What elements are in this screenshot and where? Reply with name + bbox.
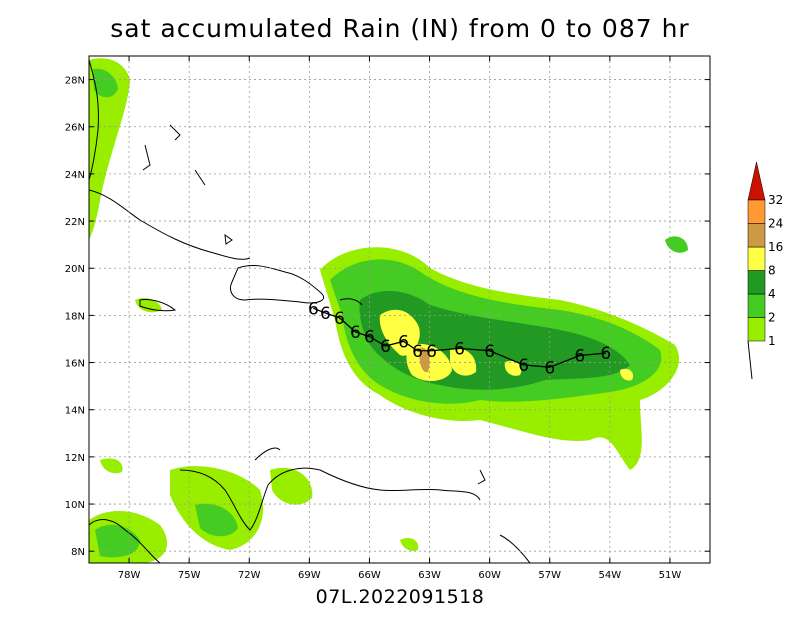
colorbar-label: 16 <box>768 240 783 254</box>
storm-symbol: 6 <box>544 358 555 378</box>
storm-symbol: 6 <box>320 304 331 324</box>
lon-label: 66W <box>358 570 381 581</box>
lon-label: 69W <box>298 570 321 581</box>
lat-label: 22N <box>65 217 85 228</box>
rain-swath <box>89 58 688 563</box>
track-line <box>313 307 606 368</box>
colorbar-label: 4 <box>768 287 776 301</box>
chart-title: sat accumulated Rain (IN) from 0 to 087 … <box>110 14 690 43</box>
axes: 28N 26N 24N 22N 20N 18N 16N 14N 12N 10N 8N 78W 75W 72… <box>65 56 710 581</box>
lon-label: 54W <box>599 570 622 581</box>
storm-symbol: 6 <box>574 346 585 366</box>
storm-symbol: 6 <box>398 332 409 352</box>
lon-label: 75W <box>178 570 201 581</box>
colorbar-segment <box>747 317 766 342</box>
colorbar-segment <box>747 270 766 295</box>
colorbar-label: 8 <box>768 264 776 278</box>
lat-label: 26N <box>65 123 85 134</box>
storm-symbol: 6 <box>308 299 319 319</box>
storm-symbol: 6 <box>364 328 375 348</box>
storm-symbol: 6 <box>454 339 465 359</box>
lat-label: 14N <box>65 406 85 417</box>
colorbar-segment <box>747 199 766 224</box>
lat-label: 24N <box>65 170 85 181</box>
storm-symbol: 6 <box>412 342 423 362</box>
lon-label: 63W <box>418 570 441 581</box>
lat-label: 20N <box>65 264 85 275</box>
plot-frame <box>88 55 711 564</box>
colorbar-label: 2 <box>768 311 776 325</box>
storm-symbol: 6 <box>600 344 611 364</box>
colorbar-tail <box>747 340 753 380</box>
colorbar-segment <box>747 223 766 248</box>
lon-label: 60W <box>478 570 501 581</box>
lon-label: 72W <box>238 570 261 581</box>
lon-label: 57W <box>538 570 561 581</box>
colorbar-segment <box>747 293 766 318</box>
lat-label: 8N <box>71 547 85 558</box>
storm-id-label: 07L.2022091518 <box>315 586 485 608</box>
lat-label: 10N <box>65 500 85 511</box>
storm-symbol: 6 <box>426 342 437 362</box>
coastlines <box>89 59 531 563</box>
colorbar-arrow <box>747 161 766 201</box>
lon-label: 78W <box>118 570 141 581</box>
lat-label: 12N <box>65 453 85 464</box>
colorbar-segment <box>747 246 766 271</box>
colorbar-label: 24 <box>768 217 783 231</box>
colorbar-label: 1 <box>768 334 776 348</box>
storm-symbol: 6 <box>380 337 391 357</box>
storm-symbol: 6 <box>350 323 361 343</box>
lat-label: 16N <box>65 359 85 370</box>
colorbar-label: 32 <box>768 193 783 207</box>
graticule <box>89 56 710 563</box>
lat-label: 28N <box>65 76 85 87</box>
lat-label: 18N <box>65 311 85 322</box>
storm-symbol: 6 <box>334 309 345 329</box>
storm-symbol: 6 <box>484 342 495 362</box>
storm-track: 6 6 66 6 6 6 6 6 6 66 66 6 <box>308 299 611 378</box>
lon-label: 51W <box>659 570 682 581</box>
storm-symbol: 6 <box>518 356 529 376</box>
